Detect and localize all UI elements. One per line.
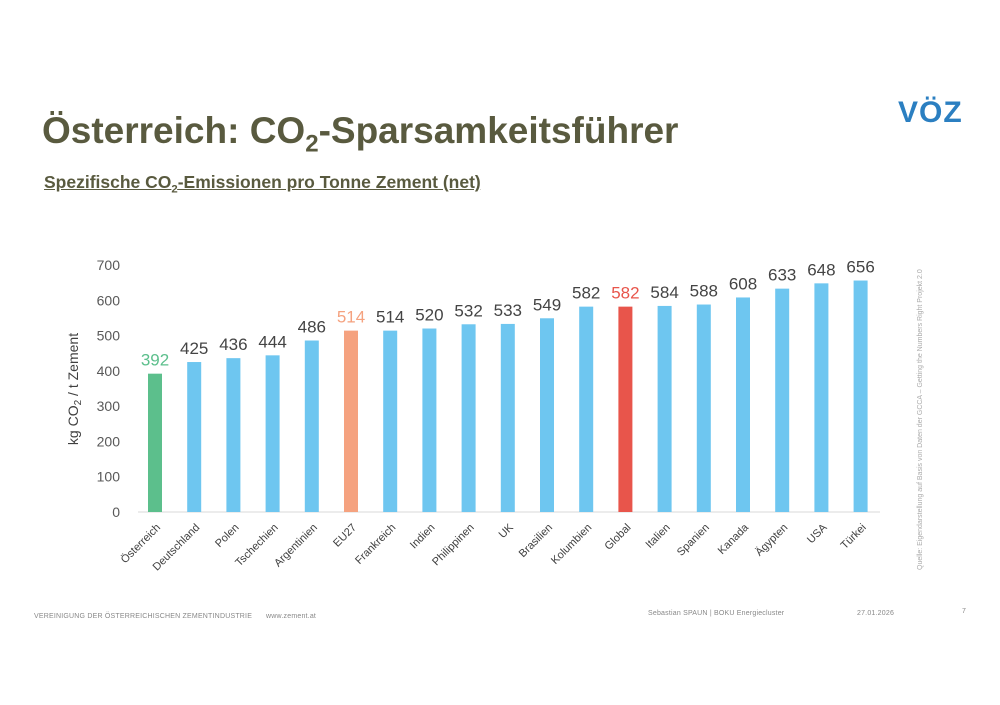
data-label: 514 [376, 308, 404, 327]
x-tick-label: Türkei [839, 522, 869, 552]
page-subtitle: Spezifische CO2-Emissionen pro Tonne Zem… [44, 172, 481, 196]
data-label: 520 [415, 306, 443, 325]
footer-author: Sebastian SPAUN | BOKU Energiecluster [648, 610, 785, 617]
bar-UK [500, 323, 515, 512]
page-title: Österreich: CO2-Sparsamkeitsführer [42, 110, 679, 158]
footer-page-number: 7 [962, 608, 967, 615]
bar-Spanien [696, 304, 711, 512]
data-label: 436 [219, 335, 247, 354]
bar-Frankreich [383, 330, 398, 512]
bar-EU27 [344, 330, 358, 512]
y-tick-label: 400 [97, 363, 121, 379]
data-label: 648 [807, 260, 835, 279]
data-label: 584 [650, 283, 678, 302]
x-tick-label: Polen [213, 522, 241, 550]
bar-Kanada [736, 297, 750, 512]
y-tick-label: 100 [97, 469, 121, 485]
x-tick-label: Italien [643, 522, 672, 551]
data-label: 532 [454, 301, 482, 320]
footer-date: 27.01.2026 [857, 610, 895, 617]
bar-Polen [226, 358, 241, 512]
x-tick-label: Kanada [716, 521, 752, 557]
y-tick-label: 300 [97, 398, 121, 414]
data-label: 588 [690, 282, 718, 301]
bar-USA [814, 283, 829, 512]
data-label: 514 [337, 308, 365, 327]
data-label: 656 [846, 258, 874, 277]
footer-org: VEREINIGUNG DER ÖSTERREICHISCHEN ZEMENTI… [34, 613, 253, 620]
bar-Italien [657, 305, 672, 512]
bar-Türkei [853, 280, 868, 512]
x-tick-label: UK [497, 521, 517, 541]
x-tick-label: USA [805, 521, 830, 546]
bar-Philippinen [461, 324, 476, 512]
footer-url: www.zement.at [266, 613, 317, 620]
data-label: 486 [298, 318, 326, 337]
x-tick-label: Frankreich [353, 522, 398, 567]
bar-Österreich [148, 373, 162, 512]
bar-Indien [422, 328, 437, 512]
bar-Kolumbien [579, 306, 594, 512]
data-label: 392 [141, 351, 169, 370]
bar-Tschechien [265, 355, 280, 512]
data-label: 608 [729, 274, 757, 293]
bar-Global [618, 306, 633, 512]
bar-Deutschland [187, 362, 202, 512]
data-label: 633 [768, 266, 796, 285]
bar-Brasilien [540, 318, 554, 512]
y-tick-label: 200 [97, 433, 121, 449]
data-label: 425 [180, 339, 208, 358]
y-tick-label: 600 [97, 292, 121, 308]
data-label: 582 [572, 284, 600, 303]
y-tick-label: 500 [97, 328, 121, 344]
x-tick-label: Indien [408, 522, 438, 552]
voez-logo: VÖZ [898, 96, 963, 129]
bar-Argentinien [304, 340, 319, 512]
x-tick-label: Philippinen [430, 522, 477, 569]
y-axis-label: kg CO2 / t Zement [65, 333, 84, 445]
x-tick-label: Global [603, 522, 634, 553]
x-tick-label: Brasilien [517, 522, 555, 560]
bar-Ägypten [775, 288, 790, 512]
x-tick-label: Ägypten [753, 522, 790, 559]
y-tick-label: 0 [112, 504, 120, 520]
data-label: 582 [611, 284, 639, 303]
x-tick-label: Spanien [675, 522, 712, 559]
data-label: 549 [533, 295, 561, 314]
data-label: 444 [258, 332, 286, 351]
y-tick-label: 700 [97, 257, 121, 273]
x-tick-label: EU27 [331, 522, 359, 550]
source-note: Quelle: Eigendarstellung auf Basis von D… [917, 269, 924, 570]
x-tick-label: Kolumbien [549, 522, 594, 567]
data-label: 533 [494, 301, 522, 320]
